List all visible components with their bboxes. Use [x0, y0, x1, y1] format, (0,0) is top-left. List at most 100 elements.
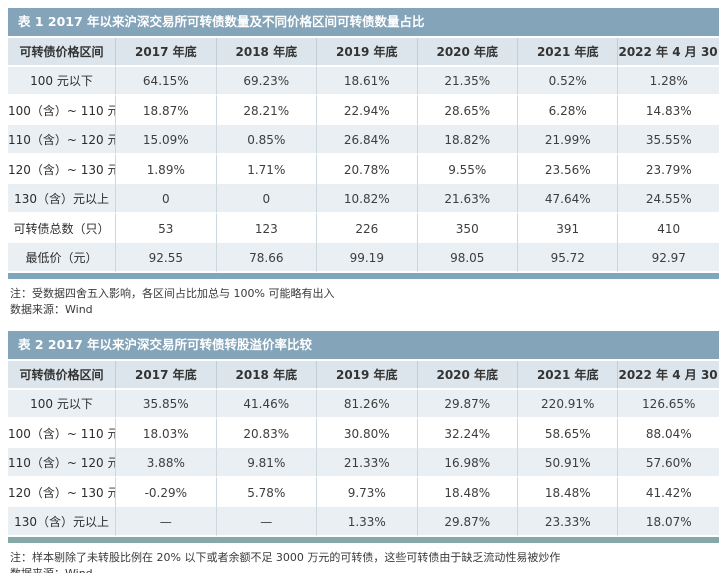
row-label: 100（含）~ 110 元	[8, 419, 117, 449]
table1-title-bar: 表 1 2017 年以来沪深交易所可转债数量及不同价格区间可转债数量占比	[8, 8, 719, 36]
table-row: 100 元以下 64.15% 69.23% 18.61% 21.35% 0.52% 1.28…	[8, 67, 719, 96]
table-cell: 21.99%	[518, 126, 619, 155]
column-header: 2022 年 4 月 30 日	[618, 38, 719, 67]
row-label: 130（含）元以上	[8, 508, 117, 537]
table-cell: 18.61%	[317, 67, 418, 96]
table-row: 120（含）~ 130 元 1.89% 1.71% 20.78% 9.55% 23.56%…	[8, 155, 719, 185]
table-cell: 15.09%	[116, 126, 217, 155]
table-cell: 29.87%	[417, 508, 518, 537]
table-cell: 410	[618, 214, 719, 244]
row-label: 120（含）~ 130 元	[8, 155, 117, 185]
table-cell: 18.48%	[417, 478, 518, 508]
table-cell: 10.82%	[317, 185, 418, 214]
table-cell: 18.03%	[116, 419, 217, 449]
table-cell: 9.73%	[317, 478, 418, 508]
table-cell: 28.65%	[417, 96, 518, 126]
row-label: 130（含）元以上	[8, 185, 117, 214]
table-cell: 24.55%	[618, 185, 719, 214]
table-cell: 50.91%	[518, 449, 619, 478]
table2: 可转债价格区间 2017 年底 2018 年底 2019 年底 2020 年底 2021 …	[8, 361, 719, 537]
table-row: 110（含）~ 120 元 15.09% 0.85% 26.84% 18.82% 21.9…	[8, 126, 719, 155]
table-row: 120（含）~ 130 元 -0.29% 5.78% 9.73% 18.48% 18.48…	[8, 478, 719, 508]
table1: 可转债价格区间 2017 年底 2018 年底 2019 年底 2020 年底 2021 …	[8, 38, 719, 273]
column-header: 2020 年底	[417, 361, 518, 390]
table-cell: 20.78%	[317, 155, 418, 185]
table-row: 最低价（元） 92.55 78.66 99.19 98.05 95.72 92.97	[8, 244, 719, 273]
table1-title: 表 1 2017 年以来沪深交易所可转债数量及不同价格区间可转债数量占比	[18, 14, 425, 29]
table-cell: 69.23%	[216, 67, 318, 96]
row-label: 100 元以下	[8, 67, 117, 96]
table-cell: 16.98%	[417, 449, 518, 478]
table2-notes: 注：样本剔除了未转股比例在 20% 以下或者余额不足 3000 万元的可转债，这…	[8, 543, 719, 573]
table-cell: —	[116, 508, 217, 537]
table-cell: 57.60%	[618, 449, 719, 478]
table-cell: 92.97	[618, 244, 719, 273]
table-cell: 99.19	[317, 244, 418, 273]
table-cell: 47.64%	[518, 185, 619, 214]
header-row: 可转债价格区间 2017 年底 2018 年底 2019 年底 2020 年底 2021 …	[8, 361, 719, 390]
table-cell: 0.85%	[216, 126, 318, 155]
table-cell: 81.26%	[317, 390, 418, 419]
column-header: 2020 年底	[417, 38, 518, 67]
table-cell: 21.33%	[317, 449, 418, 478]
table2-bottom-rule	[8, 537, 719, 543]
table-row: 100（含）~ 110 元 18.03% 20.83% 30.80% 32.24% 58.…	[8, 419, 719, 449]
table-cell: 1.71%	[216, 155, 318, 185]
column-header: 2018 年底	[216, 38, 318, 67]
row-label: 可转债总数（只）	[8, 214, 117, 244]
table-cell: 28.21%	[216, 96, 318, 126]
table-cell: 20.83%	[216, 419, 318, 449]
table-cell: 78.66	[216, 244, 318, 273]
table-cell: 1.28%	[618, 67, 719, 96]
column-header: 2019 年底	[317, 38, 418, 67]
table2-source: 数据来源：Wind	[10, 566, 719, 573]
table-cell: 350	[417, 214, 518, 244]
table-cell: 98.05	[417, 244, 518, 273]
table-cell: 58.65%	[518, 419, 619, 449]
header-row: 可转债价格区间 2017 年底 2018 年底 2019 年底 2020 年底 2021 …	[8, 38, 719, 67]
table-cell: 35.55%	[618, 126, 719, 155]
table1-notes: 注：受数据四舍五入影响，各区间占比加总与 100% 可能略有出入 数据来源：Wi…	[8, 279, 719, 318]
table2-note: 注：样本剔除了未转股比例在 20% 以下或者余额不足 3000 万元的可转债，这…	[10, 551, 561, 564]
table-cell: 391	[518, 214, 619, 244]
table-cell: 123	[216, 214, 318, 244]
table-cell: 41.42%	[618, 478, 719, 508]
table-cell: 23.79%	[618, 155, 719, 185]
table-cell: 35.85%	[116, 390, 217, 419]
row-label: 最低价（元）	[8, 244, 117, 273]
table-cell: 1.33%	[317, 508, 418, 537]
table-cell: 0	[116, 185, 217, 214]
table-cell: 5.78%	[216, 478, 318, 508]
table-cell: 14.83%	[618, 96, 719, 126]
table-cell: 21.63%	[417, 185, 518, 214]
table-cell: 18.82%	[417, 126, 518, 155]
table-cell: 29.87%	[417, 390, 518, 419]
column-header: 可转债价格区间	[8, 361, 117, 390]
column-header: 可转债价格区间	[8, 38, 117, 67]
table-cell: 220.91%	[518, 390, 619, 419]
column-header: 2017 年底	[116, 38, 217, 67]
table1-section: 表 1 2017 年以来沪深交易所可转债数量及不同价格区间可转债数量占比 可转债…	[8, 8, 719, 318]
table-cell: 41.46%	[216, 390, 318, 419]
table-cell: 64.15%	[116, 67, 217, 96]
table2-title-bar: 表 2 2017 年以来沪深交易所可转债转股溢价率比较	[8, 331, 719, 359]
column-header: 2022 年 4 月 30 日	[618, 361, 719, 390]
table-cell: 23.56%	[518, 155, 619, 185]
column-header: 2018 年底	[216, 361, 318, 390]
table-row: 110（含）~ 120 元 3.88% 9.81% 21.33% 16.98% 50.91…	[8, 449, 719, 478]
table-cell: —	[216, 508, 318, 537]
table2-title: 表 2 2017 年以来沪深交易所可转债转股溢价率比较	[18, 337, 313, 352]
table-cell: 53	[116, 214, 217, 244]
table-cell: 6.28%	[518, 96, 619, 126]
table-cell: 22.94%	[317, 96, 418, 126]
table-cell: 0.52%	[518, 67, 619, 96]
table-row: 130（含）元以上 — —1.33% 29.87% 23.33% 18.07%	[8, 508, 719, 537]
row-label: 120（含）~ 130 元	[8, 478, 117, 508]
table-cell: 9.55%	[417, 155, 518, 185]
table-cell: 1.89%	[116, 155, 217, 185]
table-cell: 23.33%	[518, 508, 619, 537]
table1-source: 数据来源：Wind	[10, 303, 93, 316]
column-header: 2021 年底	[518, 361, 619, 390]
row-label: 110（含）~ 120 元	[8, 126, 117, 155]
table1-note: 注：受数据四舍五入影响，各区间占比加总与 100% 可能略有出入	[10, 287, 335, 300]
